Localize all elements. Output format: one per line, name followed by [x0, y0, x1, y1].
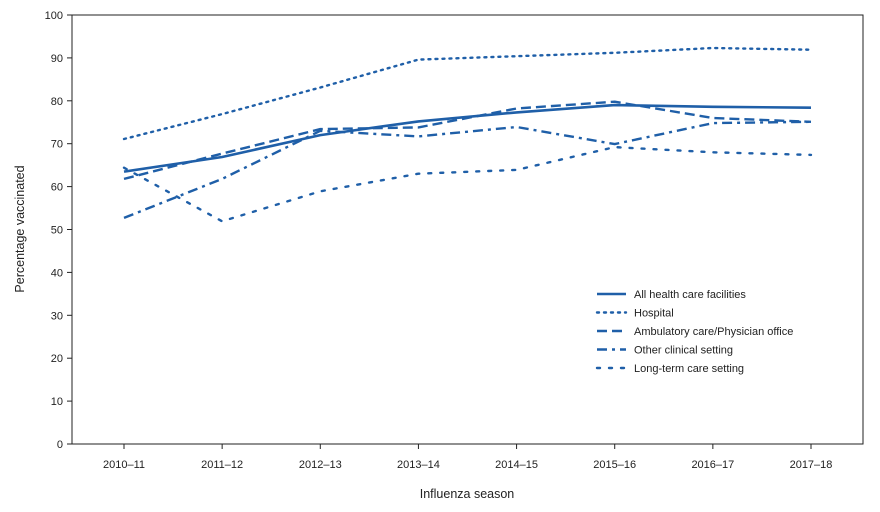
- x-axis: 2010–11 2011–12 2012–13 2013–14 2014–15 2015–…: [103, 444, 832, 471]
- x-tick-label: 2016–17: [691, 459, 734, 471]
- series-line: [122, 46, 813, 141]
- x-tick-label: 2012–13: [299, 459, 342, 471]
- legend-label: Ambulatory care/Physician office: [634, 326, 793, 338]
- y-axis-title: Percentage vaccinated: [13, 165, 27, 292]
- y-tick-label: 30: [51, 310, 63, 322]
- y-tick-label: 100: [45, 10, 63, 22]
- series-line: [123, 103, 812, 173]
- y-tick-label: 20: [51, 353, 63, 365]
- y-tick-label: 50: [51, 225, 63, 237]
- y-tick-label: 60: [51, 182, 63, 194]
- y-tick-label: 90: [51, 53, 63, 65]
- legend-label: Other clinical setting: [634, 345, 733, 357]
- legend: All health care facilities Hospital Ambula…: [595, 289, 793, 375]
- series-layer: [122, 46, 813, 223]
- y-tick-label: 10: [51, 396, 63, 408]
- series-line: [122, 145, 813, 223]
- x-tick-label: 2014–15: [495, 459, 538, 471]
- legend-label: Long-term care setting: [634, 363, 744, 375]
- x-tick-label: 2015–16: [593, 459, 636, 471]
- y-tick-label: 40: [51, 267, 63, 279]
- series-line: [123, 120, 812, 220]
- y-tick-label: 70: [51, 139, 63, 151]
- x-tick-label: 2011–12: [201, 459, 243, 471]
- x-tick-label: 2017–18: [790, 459, 833, 471]
- y-tick-label: 0: [57, 439, 63, 451]
- plot-frame: [71, 14, 864, 445]
- y-axis: 0 10 20 30 40 50 60 70 80 90 100: [45, 10, 72, 451]
- x-tick-label: 2010–11: [103, 459, 145, 471]
- y-tick-label: 80: [51, 96, 63, 108]
- legend-label: Hospital: [634, 308, 674, 320]
- legend-label: All health care facilities: [634, 289, 746, 301]
- x-tick-label: 2013–14: [397, 459, 440, 471]
- series-line: [123, 100, 812, 181]
- x-axis-title: Influenza season: [420, 487, 515, 501]
